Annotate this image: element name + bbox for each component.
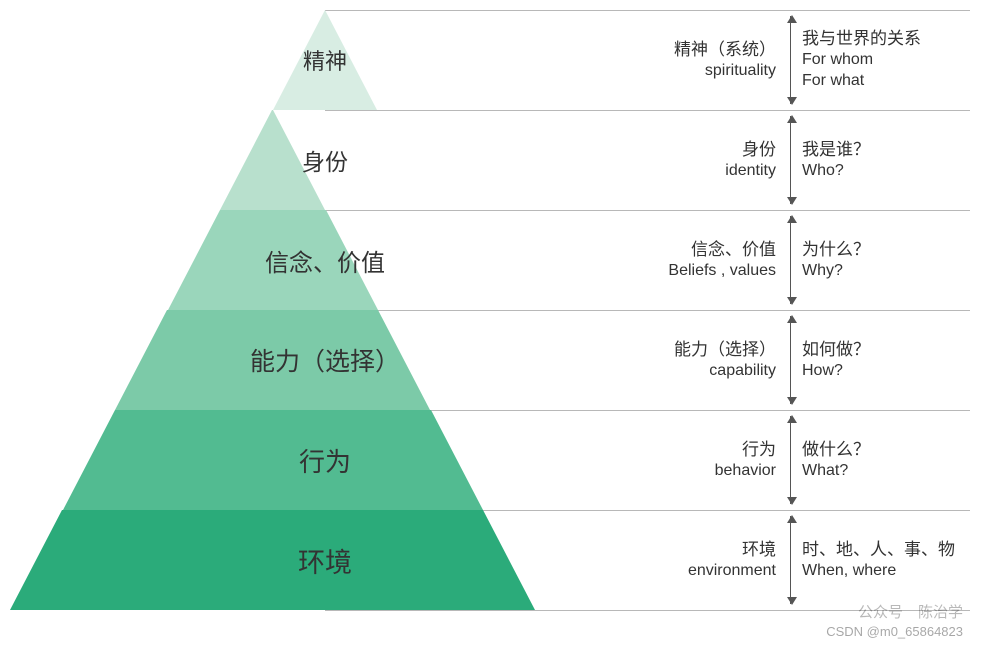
double-arrow-icon xyxy=(790,316,791,404)
annotation-col1: 能力（选择）capability xyxy=(640,310,790,410)
pyramid-row-2: 信念、价值信念、价值Beliefs , values为什么？Why? xyxy=(10,210,970,310)
double-arrow-icon xyxy=(790,416,791,504)
col2-line: Why? xyxy=(802,261,843,282)
col1-cn: 能力（选择） xyxy=(674,339,776,360)
col2-line: How? xyxy=(802,361,843,382)
pyramid-label: 精神 xyxy=(10,10,640,110)
col1-en: capability xyxy=(709,361,776,381)
col2-line: For what xyxy=(802,71,864,92)
pyramid-label: 环境 xyxy=(10,510,640,610)
col1-en: identity xyxy=(725,161,776,181)
pyramid-label: 行为 xyxy=(10,410,640,510)
col1-cn: 身份 xyxy=(742,139,776,160)
col2-line: What? xyxy=(802,461,848,482)
double-arrow-icon xyxy=(790,516,791,604)
annotation-col1: 精神（系统）spirituality xyxy=(640,10,790,110)
watermark-line-2: CSDN @m0_65864823 xyxy=(826,623,963,641)
col2-line: When, where xyxy=(802,561,896,582)
watermark-line-1: 公众号 陈治学 xyxy=(826,602,963,623)
annotation-col2: 为什么？Why? xyxy=(802,210,970,310)
col2-line: 我是谁？ xyxy=(802,139,870,161)
annotation-col2: 我与世界的关系For whomFor what xyxy=(802,10,970,110)
col1-en: Beliefs , values xyxy=(668,261,776,281)
col1-cn: 环境 xyxy=(742,539,776,560)
double-arrow-icon xyxy=(790,16,791,104)
pyramid-label: 信念、价值 xyxy=(10,210,640,310)
pyramid-label: 能力（选择） xyxy=(10,310,640,410)
col1-en: behavior xyxy=(715,461,776,481)
diagram-stage: 精神精神（系统）spirituality我与世界的关系For whomFor w… xyxy=(10,10,970,620)
annotation-col1: 环境environment xyxy=(640,510,790,610)
annotation-col2: 时、地、人、事、物When, where xyxy=(802,510,970,610)
col2-line: 做什么？ xyxy=(802,439,870,461)
col1-en: spirituality xyxy=(705,61,776,81)
col1-cn: 精神（系统） xyxy=(674,39,776,60)
col2-line: 如何做？ xyxy=(802,339,870,361)
col2-line: Who? xyxy=(802,161,844,182)
col2-line: 为什么？ xyxy=(802,239,870,261)
annotation-col2: 如何做？How? xyxy=(802,310,970,410)
pyramid-row-3: 能力（选择）能力（选择）capability如何做？How? xyxy=(10,310,970,410)
col2-line: 我与世界的关系 xyxy=(802,28,921,50)
watermark: 公众号 陈治学 CSDN @m0_65864823 xyxy=(826,602,963,641)
pyramid-row-0: 精神精神（系统）spirituality我与世界的关系For whomFor w… xyxy=(10,10,970,110)
annotation-col2: 做什么？What? xyxy=(802,410,970,510)
annotation-col1: 信念、价值Beliefs , values xyxy=(640,210,790,310)
pyramid-label: 身份 xyxy=(10,110,640,210)
col1-en: environment xyxy=(688,561,776,581)
pyramid-row-1: 身份身份identity我是谁？Who? xyxy=(10,110,970,210)
annotation-col1: 身份identity xyxy=(640,110,790,210)
annotation-col2: 我是谁？Who? xyxy=(802,110,970,210)
pyramid-row-5: 环境环境environment时、地、人、事、物When, where xyxy=(10,510,970,610)
pyramid-row-4: 行为行为behavior做什么？What? xyxy=(10,410,970,510)
col1-cn: 行为 xyxy=(742,439,776,460)
col2-line: For whom xyxy=(802,50,873,71)
col2-line: 时、地、人、事、物 xyxy=(802,539,955,561)
col1-cn: 信念、价值 xyxy=(691,239,776,260)
double-arrow-icon xyxy=(790,116,791,204)
annotation-col1: 行为behavior xyxy=(640,410,790,510)
double-arrow-icon xyxy=(790,216,791,304)
